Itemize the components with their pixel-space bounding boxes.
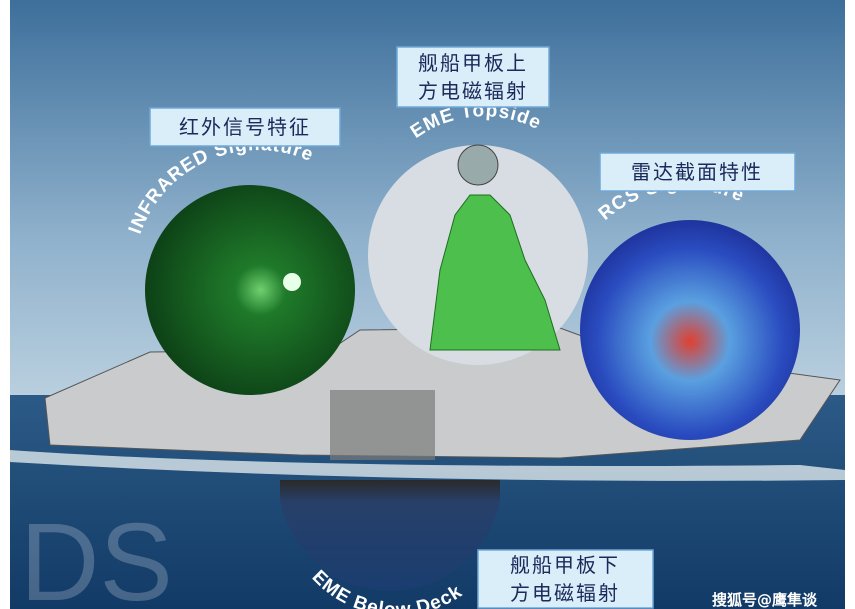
label-box (477, 549, 654, 609)
watermark: 搜狐号@鹰隼谈 (712, 591, 818, 609)
topside-label: 方电磁辐射 (418, 79, 528, 103)
label-box (149, 107, 341, 147)
wake (10, 450, 845, 481)
label-box (396, 46, 550, 108)
label-box (599, 152, 796, 192)
topside-mast (429, 194, 561, 351)
background-text: DS (20, 501, 173, 609)
infrared-circle (145, 185, 355, 395)
deck-section (330, 390, 435, 460)
heat-spot (283, 273, 301, 291)
below-deck-label: 方电磁辐射 (510, 581, 620, 605)
infrared-label: 红外信号特征 (179, 115, 311, 139)
rcs-label: 雷达截面特性 (631, 160, 763, 184)
below-deck-label: 舰船甲板下 (510, 553, 620, 577)
radar-dome (457, 144, 499, 186)
below-deck-circle (280, 480, 500, 591)
rcs-circle (580, 220, 800, 440)
topside-label: 舰船甲板上 (418, 51, 528, 75)
